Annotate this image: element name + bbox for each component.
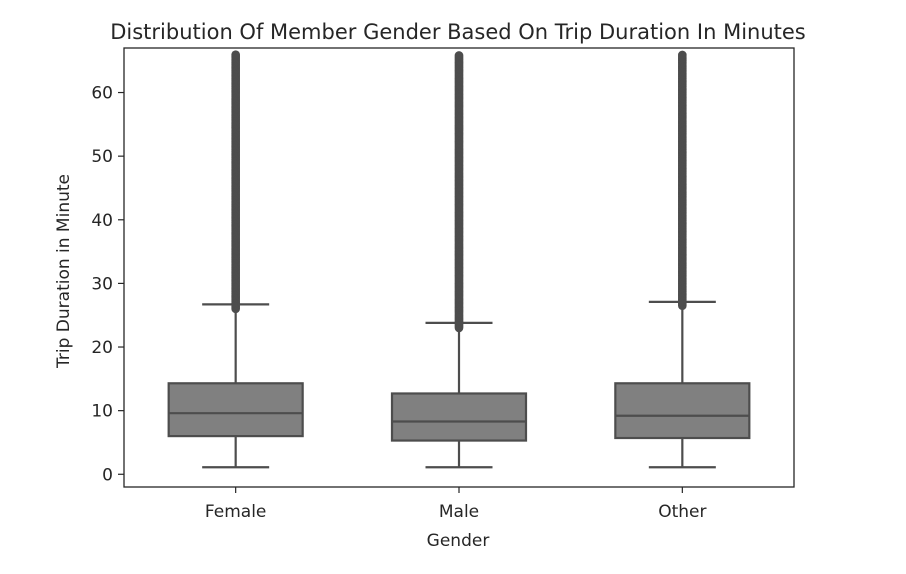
outlier-point (678, 50, 687, 60)
y-tick-label: 50 (91, 147, 113, 167)
x-tick-label: Other (658, 502, 706, 522)
y-tick-label: 0 (102, 465, 113, 485)
box (390, 392, 528, 442)
x-axis: Female Male Other (205, 487, 706, 522)
box-group-male (390, 51, 528, 469)
y-tick-label: 30 (91, 274, 113, 294)
y-axis-label: Trip Duration in Minute (54, 174, 74, 369)
x-axis-label: Gender (427, 531, 490, 551)
outlier-points (678, 50, 687, 310)
box-group-female (167, 50, 304, 469)
plot-area (123, 47, 795, 488)
outlier-point (454, 51, 464, 60)
outlier-point (231, 50, 240, 59)
y-tick-label: 60 (91, 84, 113, 104)
y-tick-label: 40 (91, 211, 113, 231)
box (167, 382, 304, 438)
y-axis: 0 10 20 30 40 50 60 (91, 84, 124, 485)
x-tick-label: Male (439, 502, 479, 522)
outlier-points (231, 50, 240, 314)
y-tick-label: 10 (91, 402, 113, 422)
box (614, 382, 751, 440)
chart-title: Distribution Of Member Gender Based On T… (110, 20, 806, 44)
x-tick-label: Female (205, 502, 266, 522)
y-tick-label: 20 (91, 338, 113, 358)
box-group-other (614, 50, 751, 469)
outlier-points (454, 51, 464, 333)
